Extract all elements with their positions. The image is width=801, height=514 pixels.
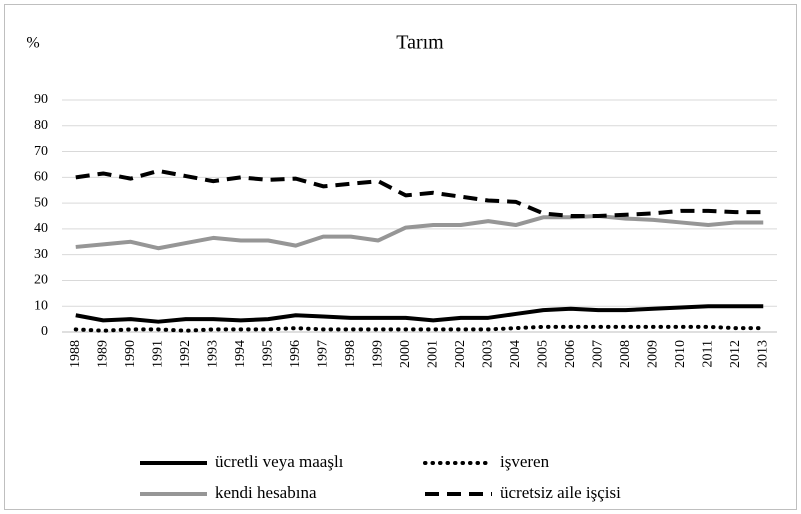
x-tick-label: 2008 <box>618 340 633 368</box>
x-tick-label: 2012 <box>728 340 743 368</box>
chart-frame <box>4 4 797 510</box>
x-tick-label: 1992 <box>178 340 193 368</box>
legend-label: ücretsiz aile işçisi <box>500 483 621 502</box>
x-tick-label: 2006 <box>563 340 578 368</box>
x-tick-label: 1993 <box>205 340 220 368</box>
x-tick-label: 1996 <box>288 340 303 368</box>
x-tick-label: 2007 <box>590 340 605 368</box>
x-tick-label: 2013 <box>755 340 770 368</box>
y-tick-label: 90 <box>34 92 48 107</box>
legend-label: kendi hesabına <box>215 483 317 502</box>
x-tick-label: 1991 <box>150 340 165 368</box>
y-tick-label: 40 <box>34 221 48 236</box>
x-tick-label: 2005 <box>535 340 550 368</box>
x-tick-label: 2009 <box>645 340 660 368</box>
x-tick-label: 1989 <box>95 340 110 368</box>
y-tick-label: 10 <box>34 298 48 313</box>
y-tick-label: 20 <box>34 273 48 288</box>
chart-title: Tarım <box>396 32 444 54</box>
series-line <box>75 168 764 218</box>
x-tick-label: 1997 <box>315 340 330 368</box>
y-tick-label: 70 <box>34 144 48 159</box>
x-tick-label: 1990 <box>123 340 138 368</box>
x-tick-label: 2011 <box>700 340 715 367</box>
y-tick-label: 60 <box>34 170 48 185</box>
y-axis-label: % <box>26 35 39 52</box>
x-tick-label: 1999 <box>370 340 385 368</box>
x-tick-label: 1998 <box>343 340 358 368</box>
x-tick-label: 1995 <box>260 340 275 368</box>
x-tick-label: 1994 <box>233 340 248 368</box>
x-tick-label: 1988 <box>68 340 83 368</box>
y-tick-label: 50 <box>34 195 48 210</box>
series-line <box>75 214 764 251</box>
series-line <box>73 324 766 333</box>
x-tick-label: 2001 <box>425 340 440 368</box>
legend-label: ücretli veya maaşlı <box>215 452 344 471</box>
x-tick-label: 2000 <box>398 340 413 368</box>
y-tick-label: 30 <box>34 247 48 262</box>
x-tick-label: 2004 <box>508 340 523 368</box>
y-tick-label: 0 <box>41 324 48 339</box>
legend-label: işveren <box>500 452 550 471</box>
x-tick-label: 2002 <box>453 340 468 368</box>
y-tick-label: 80 <box>34 118 48 133</box>
x-tick-label: 2003 <box>480 340 495 368</box>
x-tick-label: 2010 <box>673 340 688 368</box>
series-line <box>75 304 764 324</box>
